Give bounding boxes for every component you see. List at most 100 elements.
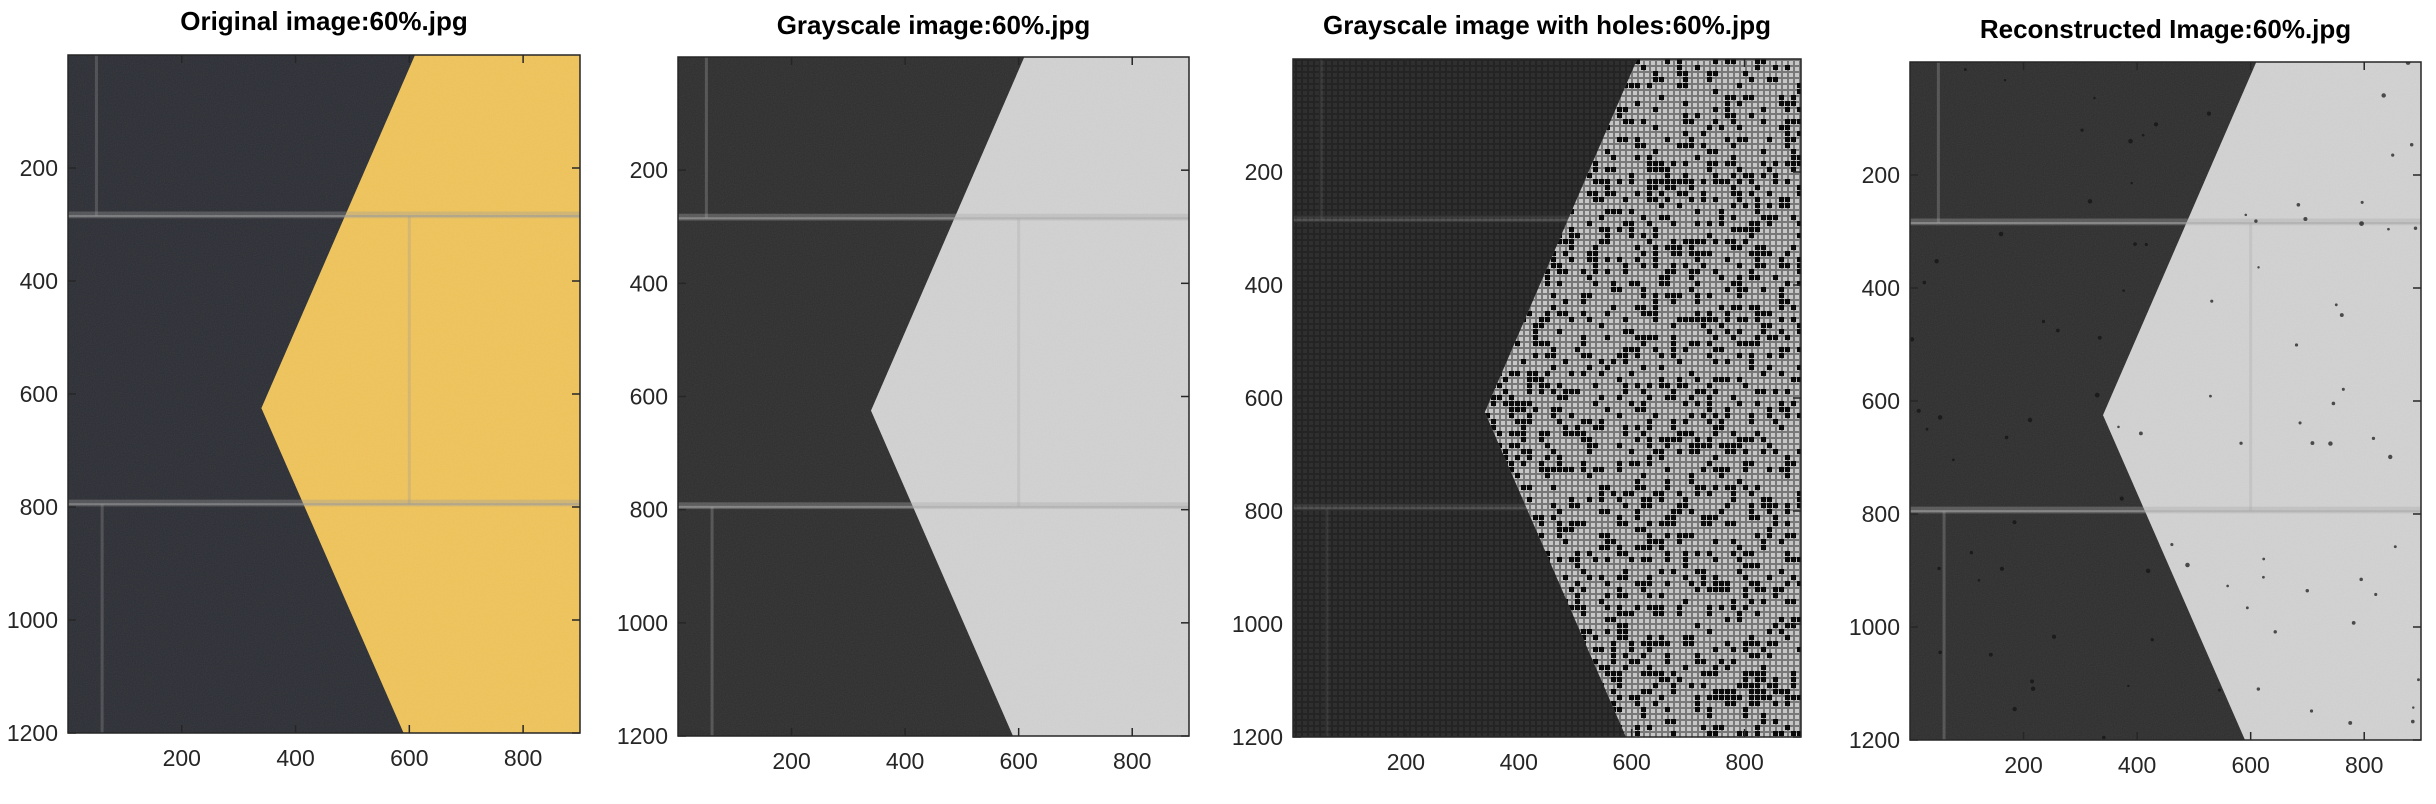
- hole: [1689, 341, 1694, 346]
- hole: [1779, 197, 1784, 202]
- hole: [1701, 143, 1706, 148]
- hole: [1797, 497, 1801, 502]
- hole: [1587, 473, 1592, 478]
- hole: [1713, 425, 1718, 430]
- hole: [1617, 695, 1622, 700]
- hole: [1737, 305, 1742, 310]
- hole: [1773, 593, 1778, 598]
- hole: [1617, 137, 1622, 142]
- hole: [1755, 251, 1760, 256]
- hole: [1617, 677, 1622, 682]
- hole: [1521, 401, 1526, 406]
- hole: [1521, 449, 1526, 454]
- hole: [1653, 263, 1658, 268]
- hole: [1713, 335, 1718, 340]
- hole: [1749, 95, 1754, 100]
- hole: [1725, 287, 1730, 292]
- hole: [1635, 509, 1640, 514]
- hole: [1677, 203, 1682, 208]
- hole: [1605, 617, 1610, 622]
- hole: [1563, 431, 1568, 436]
- hole: [1773, 215, 1778, 220]
- hole: [1659, 365, 1664, 370]
- hole: [1731, 161, 1736, 166]
- hole: [1581, 611, 1586, 616]
- hole: [1659, 179, 1664, 184]
- residual-speck: [2087, 199, 2093, 204]
- hole: [1677, 677, 1682, 682]
- hole: [1593, 269, 1598, 274]
- hole: [1551, 449, 1556, 454]
- image-grayscale: [678, 57, 1189, 736]
- hole: [1623, 221, 1628, 226]
- hole: [1707, 611, 1712, 616]
- hole: [1695, 293, 1700, 298]
- hole: [1701, 389, 1706, 394]
- hole: [1797, 365, 1801, 370]
- hole: [1725, 407, 1730, 412]
- x-tick-label: 400: [276, 745, 314, 771]
- hole: [1737, 731, 1742, 736]
- hole: [1773, 389, 1778, 394]
- hole: [1521, 419, 1526, 424]
- hole: [1569, 605, 1574, 610]
- hole: [1785, 65, 1790, 70]
- hole: [1533, 371, 1538, 376]
- hole: [1797, 695, 1801, 700]
- y-tick-label: 800: [1245, 498, 1283, 524]
- hole: [1713, 581, 1718, 586]
- hole: [1707, 317, 1712, 322]
- hole: [1671, 263, 1676, 268]
- residual-speck: [1910, 337, 1915, 342]
- residual-speck: [2244, 213, 2248, 217]
- residual-speck: [2360, 200, 2364, 204]
- residual-speck: [2138, 431, 2143, 436]
- hole: [1737, 401, 1742, 406]
- hole: [1623, 431, 1628, 436]
- hole: [1695, 569, 1700, 574]
- hole: [1701, 443, 1706, 448]
- hole: [1563, 251, 1568, 256]
- hole: [1611, 539, 1616, 544]
- panel-title: Grayscale image:60%.jpg: [777, 10, 1091, 40]
- hole: [1773, 173, 1778, 178]
- hole: [1779, 629, 1784, 634]
- hole: [1701, 671, 1706, 676]
- hole: [1635, 257, 1640, 262]
- hole: [1617, 545, 1622, 550]
- hole: [1659, 539, 1664, 544]
- hole: [1737, 125, 1742, 130]
- hole: [1683, 401, 1688, 406]
- hole: [1731, 305, 1736, 310]
- hole: [1623, 491, 1628, 496]
- hole: [1743, 461, 1748, 466]
- hole: [1719, 605, 1724, 610]
- hole: [1659, 677, 1664, 682]
- hole: [1533, 329, 1538, 334]
- hole: [1767, 467, 1772, 472]
- hole: [1791, 137, 1796, 142]
- hole: [1755, 401, 1760, 406]
- hole: [1725, 101, 1730, 106]
- hole: [1761, 719, 1766, 724]
- hole: [1755, 641, 1760, 646]
- residual-speck: [1934, 259, 1939, 264]
- hole: [1755, 683, 1760, 688]
- hole: [1581, 467, 1586, 472]
- y-tick-label: 200: [1245, 159, 1283, 185]
- residual-speck: [2153, 122, 2159, 127]
- hole: [1533, 407, 1538, 412]
- residual-speck: [1925, 427, 1929, 431]
- hole: [1761, 323, 1766, 328]
- hole: [1713, 359, 1718, 364]
- hole: [1617, 515, 1622, 520]
- hole: [1683, 347, 1688, 352]
- hole: [1587, 365, 1592, 370]
- hole: [1551, 503, 1556, 508]
- hole: [1683, 497, 1688, 502]
- hole: [1653, 125, 1658, 130]
- hole: [1647, 83, 1652, 88]
- hole: [1629, 659, 1634, 664]
- hole: [1569, 209, 1574, 214]
- hole: [1617, 707, 1622, 712]
